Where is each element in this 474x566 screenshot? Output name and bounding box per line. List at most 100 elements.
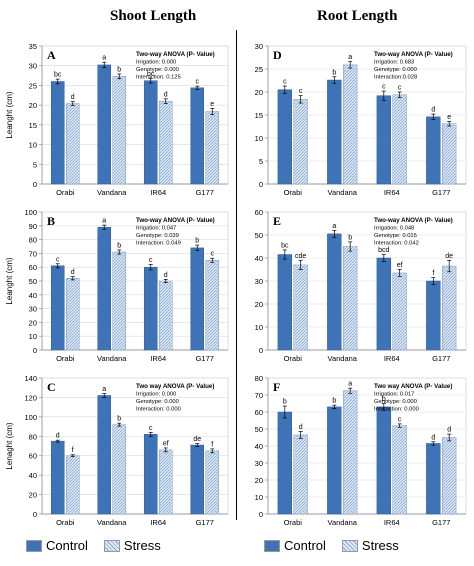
bar-stress	[392, 94, 407, 185]
x-tick-label: Vandana	[328, 188, 358, 197]
y-tick-label: 60	[255, 208, 263, 217]
bar-stress	[66, 455, 80, 515]
anova-title: Two-way ANOVA (P- Value)	[374, 217, 453, 224]
y-tick-label: 10	[29, 332, 37, 341]
x-tick-label: Orabi	[56, 188, 75, 197]
significance-label: c	[398, 85, 402, 92]
anova-line: Interaction: 0.000	[374, 407, 419, 413]
chart-b-svg: 0 10 20 30 40 50 60 70 80 90 100 Leanght (cm) Bc d Ora…	[5, 208, 229, 363]
y-tick-label: 20	[29, 101, 37, 110]
anova-line: Irrigation: 0.017	[374, 392, 414, 398]
y-tick-label: 10	[255, 493, 263, 502]
chart-f-svg: 0 10 20 30 40 50 60 70 80 Fb d Orabi b a Vandana b c IR64…	[255, 374, 467, 527]
significance-label: de	[193, 436, 201, 443]
panel-letter: C	[47, 380, 56, 394]
y-tick-label: 5	[259, 157, 263, 166]
y-tick-label: 25	[255, 65, 263, 74]
y-tick-label: 30	[255, 42, 263, 51]
bar-stress	[293, 434, 308, 515]
legend-left: Control Stress	[26, 538, 177, 553]
anova-title: Two-way ANOVA (P- Value)	[136, 217, 215, 224]
legend-label-control-right: Control	[284, 538, 326, 553]
significance-label: d	[299, 424, 303, 431]
legend-item-stress: Stress	[103, 538, 161, 553]
bar-control	[50, 265, 65, 351]
x-tick-label: Orabi	[56, 354, 75, 363]
y-axis-label: Lenaght (cm)	[5, 422, 14, 469]
x-tick-label: Vandana	[328, 354, 358, 363]
significance-label: e	[210, 101, 214, 108]
significance-label: f	[72, 447, 74, 454]
bar-stress	[392, 425, 407, 515]
anova-line: Interaction: 0.042	[374, 241, 419, 247]
y-tick-label: 0	[33, 510, 37, 519]
significance-label: b	[348, 234, 352, 241]
bar-stress	[112, 251, 127, 351]
significance-label: bcd	[378, 247, 389, 254]
significance-label: a	[348, 54, 352, 61]
significance-label: c	[299, 88, 303, 95]
legend-label-stress: Stress	[123, 538, 161, 553]
y-axis-label: Leanght (cm)	[5, 257, 14, 304]
x-tick-label: Vandana	[97, 518, 127, 527]
legend-item-control: Control	[26, 538, 88, 553]
significance-label: c	[149, 257, 153, 264]
significance-label: b	[117, 416, 121, 423]
anova-line: Irrigation: 0.000	[136, 60, 176, 66]
chart-a-svg: 0 5 10 15 20 25 30 35 Leanght (cm) Abc d Orabi a b Van…	[5, 42, 229, 197]
y-tick-label: 60	[29, 263, 37, 272]
bar-stress	[66, 103, 80, 185]
bar-control	[97, 64, 112, 185]
y-tick-label: 0	[259, 510, 263, 519]
anova-line: Genotype: 0.039	[136, 233, 179, 239]
significance-label: bc	[147, 71, 155, 78]
anova-title: Two-way ANOVA (P- Value)	[136, 51, 215, 58]
significance-label: a	[102, 218, 106, 225]
significance-label: f	[432, 270, 434, 277]
significance-label: d	[71, 269, 75, 276]
bar-stress	[442, 265, 457, 351]
bar-control	[190, 87, 204, 185]
x-tick-label: Vandana	[328, 518, 358, 527]
bar-stress	[159, 449, 173, 515]
x-tick-label: G177	[432, 188, 450, 197]
bar-control	[327, 406, 342, 515]
y-tick-label: 10	[29, 141, 37, 150]
legend-right: Control Stress	[264, 538, 415, 553]
anova-line: Irrigation: 0.000	[136, 392, 176, 398]
y-tick-label: 0	[33, 346, 37, 355]
bar-control	[190, 444, 204, 515]
significance-label: bc	[54, 72, 62, 79]
significance-label: d	[71, 94, 75, 101]
legend-label-control: Control	[46, 538, 88, 553]
y-tick-label: 50	[255, 231, 263, 240]
bar-stress	[293, 264, 308, 351]
x-tick-label: G177	[432, 354, 450, 363]
anova-title: Two-way ANOVA (P- Value)	[374, 51, 453, 58]
y-tick-label: 30	[255, 277, 263, 286]
y-tick-label: 60	[29, 452, 37, 461]
y-tick-label: 25	[29, 81, 37, 90]
legend-swatch-stress-right	[341, 539, 358, 552]
bar-stress	[442, 123, 457, 185]
anova-line: Interaction: 0.125	[136, 75, 181, 81]
y-tick-label: 100	[24, 208, 37, 217]
significance-label: b	[195, 238, 199, 245]
significance-label: c	[283, 79, 287, 86]
significance-label: b	[117, 242, 121, 249]
bar-stress	[205, 260, 220, 351]
bar-control	[426, 443, 441, 515]
significance-label: a	[102, 386, 106, 393]
significance-label: ef	[397, 262, 403, 269]
legend-item-control-right: Control	[264, 538, 326, 553]
legend-item-stress-right: Stress	[341, 538, 399, 553]
x-tick-label: IR64	[150, 354, 166, 363]
x-tick-label: Vandana	[97, 354, 127, 363]
y-tick-label: 15	[29, 121, 37, 130]
significance-label: c	[211, 251, 215, 258]
anova-title: Two way ANOVA (P- Value)	[374, 383, 452, 390]
anova-line: Genotype: 0.000	[374, 399, 417, 405]
